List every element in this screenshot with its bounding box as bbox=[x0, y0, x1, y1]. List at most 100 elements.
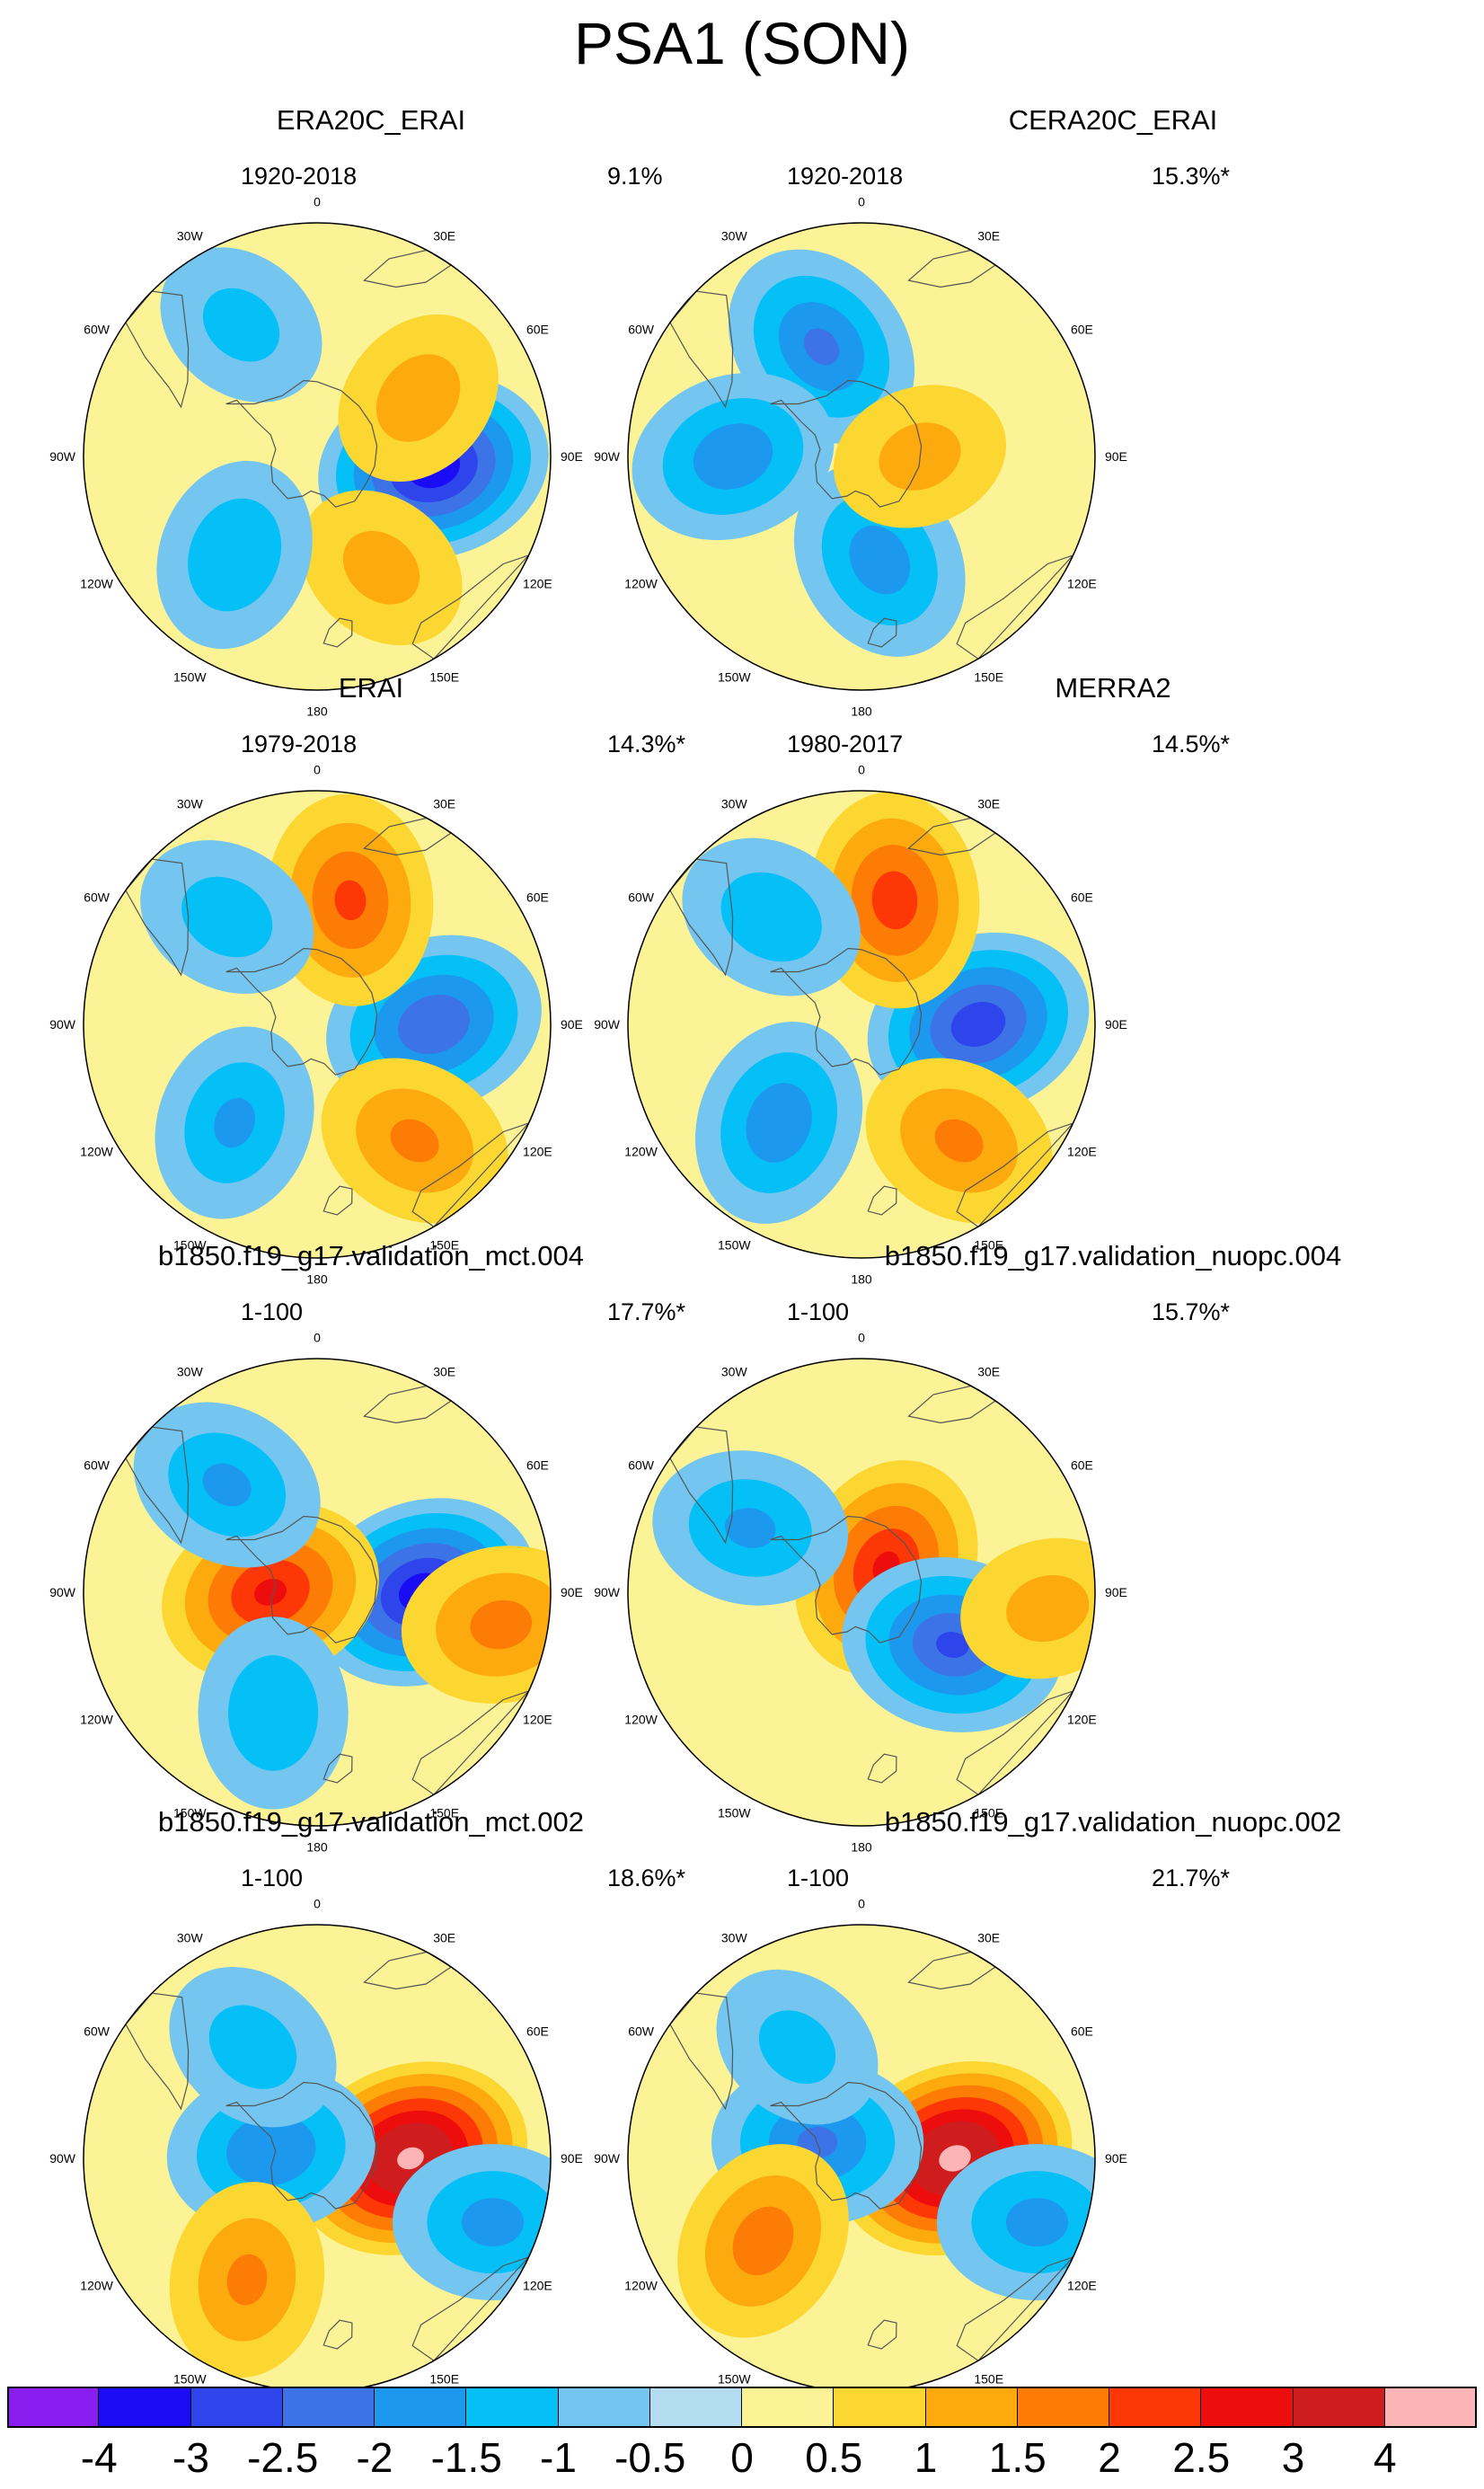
negative-contour bbox=[228, 1655, 319, 1771]
coastline bbox=[770, 1515, 923, 1643]
colorbar-tick-label: 1 bbox=[914, 2434, 938, 2481]
longitude-label: 90W bbox=[49, 2151, 76, 2166]
panel-period: 1-100 bbox=[787, 1298, 850, 1325]
positive-contour bbox=[390, 1119, 439, 1163]
longitude-label: 180 bbox=[306, 1839, 328, 1854]
longitude-label: 90E bbox=[1105, 1585, 1127, 1599]
longitude-label: 0 bbox=[314, 1331, 321, 1345]
colorbar-swatch bbox=[7, 2387, 100, 2428]
coastline bbox=[225, 947, 378, 1076]
longitude-label: 120E bbox=[1067, 577, 1097, 591]
longitude-label: 120W bbox=[624, 577, 658, 591]
longitude-label: 30W bbox=[721, 797, 748, 811]
negative-contour bbox=[208, 2005, 297, 2089]
negative-contour bbox=[202, 288, 280, 362]
longitude-label: 30E bbox=[977, 1365, 1000, 1379]
positive-contour bbox=[342, 530, 420, 605]
longitude-label: 60E bbox=[1071, 2024, 1093, 2038]
colorbar-swatch bbox=[1293, 2387, 1385, 2428]
longitude-label: 180 bbox=[851, 1271, 872, 1286]
positive-contour bbox=[871, 871, 918, 930]
longitude-label: 120W bbox=[624, 1713, 658, 1727]
colorbar-tick-label: -3 bbox=[172, 2434, 209, 2481]
negative-contour bbox=[746, 1083, 812, 1163]
negative-contour bbox=[758, 2010, 836, 2085]
longitude-label: 30E bbox=[977, 229, 1000, 244]
longitude-label: 120W bbox=[624, 2279, 658, 2293]
longitude-label: 60W bbox=[84, 322, 110, 336]
coastline bbox=[867, 1753, 897, 1784]
map-boundary bbox=[83, 790, 552, 1259]
map-boundary bbox=[627, 790, 1096, 1259]
positive-contour bbox=[732, 2206, 794, 2276]
longitude-label: 90W bbox=[594, 1585, 621, 1599]
colorbar-swatch bbox=[466, 2387, 559, 2428]
longitude-label: 30W bbox=[177, 229, 204, 244]
panel-variance: 18.6%* bbox=[607, 1865, 686, 1891]
longitude-label: 60W bbox=[628, 1457, 655, 1472]
panel-title: b1850.f19_g17.validation_nuopc.002 bbox=[884, 1806, 1342, 1838]
longitude-label: 60E bbox=[526, 2024, 549, 2038]
colorbar-swatch bbox=[282, 2387, 375, 2428]
positive-contour bbox=[375, 354, 461, 442]
coastline bbox=[867, 617, 897, 648]
panel-variance: 17.7%* bbox=[607, 1298, 686, 1325]
longitude-label: 0 bbox=[314, 1897, 321, 1911]
negative-contour bbox=[398, 994, 470, 1055]
longitude-label: 30E bbox=[977, 1931, 1000, 1945]
longitude-label: 60W bbox=[84, 890, 110, 904]
colorbar-swatch bbox=[1384, 2387, 1477, 2428]
positive-contour bbox=[934, 1119, 984, 1163]
longitude-label: 120E bbox=[523, 1145, 552, 1159]
longitude-label: 90E bbox=[1105, 449, 1127, 464]
negative-contour bbox=[693, 423, 773, 490]
colorbar-swatch bbox=[558, 2387, 650, 2428]
negative-contour bbox=[724, 1508, 776, 1548]
panel-title: b1850.f19_g17.validation_nuopc.004 bbox=[884, 1240, 1342, 1271]
colorbar-swatch bbox=[1201, 2387, 1294, 2428]
longitude-label: 150W bbox=[173, 1805, 207, 1820]
longitude-label: 30E bbox=[433, 229, 455, 244]
longitude-label: 90W bbox=[49, 1585, 76, 1599]
longitude-label: 30E bbox=[433, 1931, 455, 1945]
positive-contour bbox=[1006, 1575, 1090, 1643]
coastline bbox=[322, 1185, 353, 1216]
negative-contour bbox=[181, 876, 273, 958]
longitude-label: 120E bbox=[1067, 2279, 1097, 2293]
coastline bbox=[770, 947, 923, 1076]
coastline bbox=[225, 379, 378, 508]
colorbar-tick-label: 1.5 bbox=[988, 2434, 1047, 2481]
colorbar-tick-label: -1 bbox=[540, 2434, 577, 2481]
panel-period: 1920-2018 bbox=[787, 163, 904, 190]
map-panel: b1850.f19_g17.validation_nuopc.004 1-100 1… bbox=[594, 1240, 1484, 1855]
colorbar-tick-label: -4 bbox=[80, 2434, 118, 2481]
negative-contour bbox=[936, 1631, 969, 1659]
longitude-label: 90W bbox=[594, 449, 621, 464]
figure-title: PSA1 (SON) bbox=[573, 10, 911, 76]
colorbar-swatch bbox=[99, 2387, 191, 2428]
longitude-label: 0 bbox=[858, 763, 865, 777]
longitude-label: 150W bbox=[718, 1237, 751, 1252]
panel-variance: 14.5%* bbox=[1152, 731, 1231, 757]
longitude-label: 150W bbox=[718, 669, 751, 684]
longitude-label: 150E bbox=[429, 1237, 459, 1252]
longitude-label: 120W bbox=[80, 1713, 113, 1727]
longitude-label: 60W bbox=[628, 890, 655, 904]
colorbar-tick-label: 0 bbox=[730, 2434, 754, 2481]
coastline bbox=[322, 1753, 353, 1784]
colorbar-tick-label: -0.5 bbox=[614, 2434, 686, 2481]
longitude-label: 90W bbox=[49, 449, 76, 464]
longitude-label: 150E bbox=[974, 2371, 1003, 2386]
longitude-label: 150E bbox=[429, 1805, 459, 1820]
longitude-label: 30W bbox=[177, 1931, 204, 1945]
longitude-label: 60E bbox=[526, 322, 549, 336]
positive-contour bbox=[939, 2145, 971, 2172]
negative-contour bbox=[803, 328, 840, 366]
map-panel: ERAI 1979-2018 14.3%* 0 30E 60E 90E 120E 150E 180… bbox=[0, 672, 742, 1287]
longitude-label: 30W bbox=[721, 1365, 748, 1379]
negative-contour bbox=[1005, 2198, 1069, 2247]
